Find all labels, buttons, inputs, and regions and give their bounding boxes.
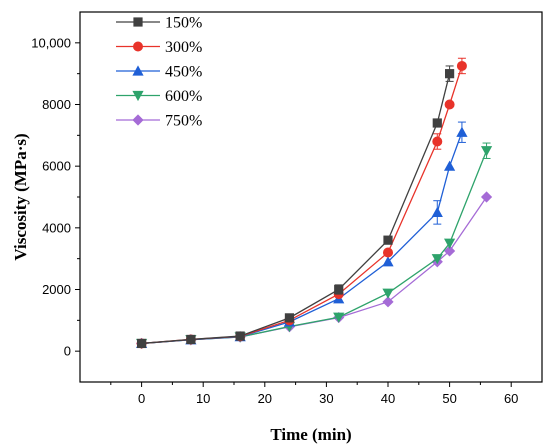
x-tick-label: 50 [442,391,456,406]
data-point [444,99,455,110]
legend: 150% 300% 450% 600% 750% [116,15,202,130]
y-tick-label: 10,000 [31,35,71,50]
series-line [141,132,463,345]
data-point [444,160,456,171]
legend-item: 150% [116,15,202,32]
data-point [445,69,455,79]
series-line [141,65,463,345]
data-point [186,334,196,345]
data-point [333,312,345,323]
x-tick-label: 40 [381,391,395,406]
data-point [480,191,493,203]
legend-marker [132,90,144,102]
legend-label: 150% [165,15,202,32]
legend-label: 450% [165,64,202,81]
data-point [444,238,456,249]
x-tick-label: 0 [138,391,145,406]
y-tick-label: 6000 [42,159,71,174]
data-point [382,256,394,267]
series-group [136,57,493,350]
data-point [235,331,245,341]
x-tick-label: 30 [319,391,333,406]
y-axis-title: Viscosity (MPa·s) [11,133,30,260]
data-point [480,146,493,157]
legend-label: 600% [165,88,202,105]
data-point [432,118,442,128]
series-line [141,150,488,345]
data-point [382,296,394,308]
data-point [334,284,344,295]
data-point [432,136,443,147]
y-tick-label: 0 [64,344,71,359]
legend-item: 450% [116,64,202,81]
plot-frame [79,11,543,383]
y-tick-label: 8000 [42,97,71,112]
y-tick-label: 2000 [42,282,71,297]
data-point [431,254,443,265]
series-600-pct [136,142,493,350]
axes: 0 10 20 30 40 50 60 0 2000 4000 6000 8000 10,000 [31,35,518,406]
legend-item: 750% [116,113,202,130]
legend-item: 600% [116,88,202,105]
data-point [444,245,456,257]
legend-marker [132,114,144,126]
x-tick-label: 20 [258,391,272,406]
x-tick-label: 60 [504,391,518,406]
legend-marker [133,41,143,52]
x-tick-label: 10 [196,391,210,406]
data-point [456,126,468,137]
data-point [431,206,443,218]
data-point [383,247,393,258]
data-point [383,235,393,245]
legend-marker [132,65,144,76]
legend-marker [133,17,143,27]
data-point [137,338,147,349]
data-point [284,313,295,323]
data-point [456,60,467,71]
series-150-pct [137,65,455,349]
y-tick-label: 4000 [42,220,71,235]
legend-item: 300% [116,39,202,56]
legend-label: 750% [165,113,202,130]
legend-label: 300% [165,39,202,56]
data-point [382,288,394,299]
x-axis-title: Time (min) [270,425,351,444]
series-line [141,73,451,345]
